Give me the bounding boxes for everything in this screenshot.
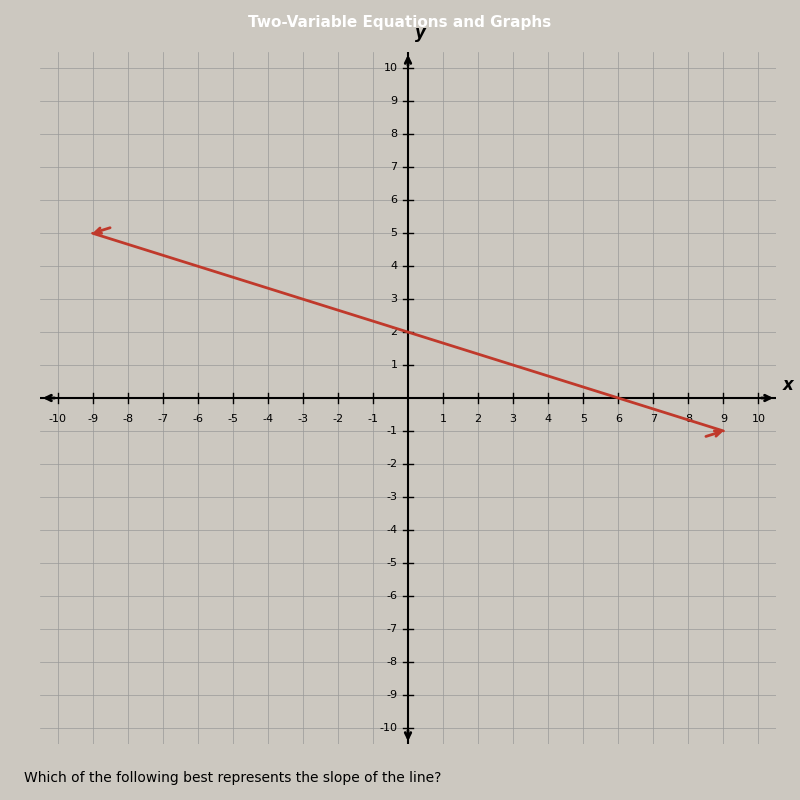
Text: 1: 1 bbox=[390, 360, 398, 370]
Text: -10: -10 bbox=[379, 722, 398, 733]
Text: -2: -2 bbox=[386, 459, 398, 469]
Text: -5: -5 bbox=[386, 558, 398, 568]
Text: -3: -3 bbox=[386, 492, 398, 502]
Text: -6: -6 bbox=[386, 590, 398, 601]
Text: -1: -1 bbox=[386, 426, 398, 436]
Text: x: x bbox=[783, 376, 794, 394]
Text: 2: 2 bbox=[474, 414, 482, 425]
Text: 4: 4 bbox=[390, 261, 398, 271]
Text: -7: -7 bbox=[386, 624, 398, 634]
Text: -5: -5 bbox=[227, 414, 238, 425]
Text: 7: 7 bbox=[650, 414, 657, 425]
Text: 9: 9 bbox=[720, 414, 727, 425]
Text: -6: -6 bbox=[192, 414, 203, 425]
Text: -1: -1 bbox=[367, 414, 378, 425]
Text: 2: 2 bbox=[390, 327, 398, 337]
Text: -10: -10 bbox=[49, 414, 66, 425]
Text: 3: 3 bbox=[510, 414, 517, 425]
Text: 4: 4 bbox=[545, 414, 552, 425]
Text: 7: 7 bbox=[390, 162, 398, 172]
Text: -9: -9 bbox=[386, 690, 398, 699]
Text: 3: 3 bbox=[390, 294, 398, 304]
Text: -8: -8 bbox=[386, 657, 398, 666]
Text: Two-Variable Equations and Graphs: Two-Variable Equations and Graphs bbox=[248, 14, 552, 30]
Text: -8: -8 bbox=[122, 414, 133, 425]
Text: 8: 8 bbox=[390, 130, 398, 139]
Text: 10: 10 bbox=[383, 63, 398, 74]
Text: y: y bbox=[415, 24, 426, 42]
Text: Which of the following best represents the slope of the line?: Which of the following best represents t… bbox=[24, 771, 442, 785]
Text: 6: 6 bbox=[614, 414, 622, 425]
Text: 8: 8 bbox=[685, 414, 692, 425]
Text: -4: -4 bbox=[262, 414, 274, 425]
Text: -9: -9 bbox=[87, 414, 98, 425]
Text: 5: 5 bbox=[390, 228, 398, 238]
Text: 9: 9 bbox=[390, 97, 398, 106]
Text: -4: -4 bbox=[386, 525, 398, 535]
Text: 6: 6 bbox=[390, 195, 398, 206]
Text: 10: 10 bbox=[751, 414, 766, 425]
Text: -3: -3 bbox=[298, 414, 308, 425]
Text: -7: -7 bbox=[157, 414, 168, 425]
Text: 1: 1 bbox=[439, 414, 446, 425]
Text: 5: 5 bbox=[580, 414, 586, 425]
Text: -2: -2 bbox=[332, 414, 343, 425]
